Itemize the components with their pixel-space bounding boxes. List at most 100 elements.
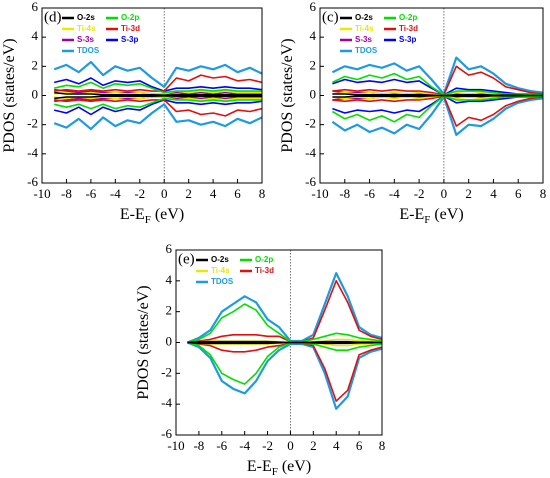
pdos-line — [54, 81, 262, 94]
x-axis-label-sub: F — [145, 214, 151, 226]
y-tick-label: 6 — [166, 241, 173, 256]
legend-label: TDOS — [77, 46, 100, 55]
x-tick-label: -2 — [134, 186, 145, 201]
panel-label: (c) — [322, 9, 339, 25]
x-tick-label: -10 — [311, 186, 328, 201]
pdos-line — [187, 341, 383, 345]
x-tick-label: 8 — [540, 186, 547, 201]
pdos-line — [186, 272, 383, 344]
y-tick-label: 0 — [32, 86, 39, 101]
pdos-line — [332, 72, 544, 96]
x-axis-label-main: E-E — [120, 206, 145, 223]
x-tick-label: -10 — [33, 186, 50, 201]
x-tick-label: 2 — [465, 186, 472, 201]
legend-label: Ti-3d — [121, 24, 140, 33]
legend-label: Ti-3d — [255, 266, 274, 275]
y-axis-label: PDOS (states/eV) — [135, 285, 152, 399]
legend-label: O-2p — [399, 13, 417, 22]
y-tick-label: -4 — [161, 395, 172, 410]
panel-label: (e) — [178, 251, 195, 267]
x-axis-label-main: E-E — [247, 458, 272, 475]
y-tick-label: -4 — [27, 145, 38, 160]
x-tick-label: -4 — [389, 186, 400, 201]
x-axis-label: E-EF (eV) — [399, 206, 463, 226]
legend-label: Ti-3d — [399, 24, 418, 33]
x-tick-label: 6 — [515, 186, 522, 201]
legend-label: S-3s — [77, 35, 94, 44]
x-axis-label: E-EF (eV) — [120, 206, 184, 226]
x-axis-label-main: E-E — [399, 206, 424, 223]
pdos-line — [331, 56, 544, 96]
y-tick-label: 2 — [32, 57, 39, 72]
y-tick-label: -2 — [27, 116, 38, 131]
legend-label: O-2s — [77, 13, 95, 22]
legend-label: O-2p — [255, 255, 273, 264]
legend-label: Ti-4s — [355, 24, 374, 33]
pdos-line — [54, 97, 262, 110]
x-tick-label: 0 — [441, 186, 448, 201]
x-axis-label-sub: F — [272, 466, 278, 478]
x-tick-label: -2 — [262, 438, 273, 453]
pdos-line — [54, 96, 262, 101]
pdos-line — [187, 280, 383, 344]
x-axis-label-unit: (eV) — [155, 206, 184, 223]
x-tick-label: -8 — [61, 186, 72, 201]
y-tick-label: 4 — [32, 28, 39, 43]
x-axis-label: E-EF (eV) — [247, 458, 311, 478]
y-tick-label: -2 — [161, 364, 172, 379]
legend-label: TDOS — [211, 277, 234, 286]
y-axis-label: PDOS (states/eV) — [279, 38, 296, 152]
x-tick-label: -4 — [110, 186, 121, 201]
pdos-line — [54, 99, 263, 116]
x-tick-label: 4 — [333, 438, 340, 453]
pdos-line — [186, 341, 383, 410]
x-tick-label: -6 — [216, 438, 227, 453]
x-tick-label: -6 — [85, 186, 96, 201]
x-tick-label: 8 — [259, 186, 266, 201]
x-tick-label: 2 — [185, 186, 192, 201]
x-tick-label: 4 — [210, 186, 217, 201]
legend-label: S-3p — [121, 35, 138, 44]
y-tick-label: 0 — [310, 86, 317, 101]
legend-label: O-2s — [211, 255, 229, 264]
x-tick-label: -8 — [339, 186, 350, 201]
pdos-line — [332, 95, 544, 127]
y-tick-label: 6 — [32, 0, 39, 14]
x-tick-label: 2 — [310, 438, 317, 453]
pdos-line — [54, 77, 263, 92]
y-axis-label: PDOS (states/eV) — [1, 38, 18, 152]
pdos-line — [187, 303, 383, 344]
legend-label: S-3s — [355, 35, 372, 44]
y-tick-label: 2 — [166, 303, 173, 318]
y-tick-label: -6 — [161, 426, 172, 441]
x-axis-label-unit: (eV) — [434, 206, 463, 223]
x-tick-label: -2 — [414, 186, 425, 201]
legend-label: O-2p — [121, 13, 139, 22]
pdos-line — [53, 103, 263, 131]
pdos-line — [54, 91, 262, 96]
pdos-line — [332, 94, 543, 98]
x-tick-label: 6 — [234, 186, 241, 201]
y-tick-label: 2 — [310, 57, 317, 72]
y-tick-label: 4 — [310, 28, 317, 43]
x-tick-label: -10 — [167, 438, 184, 453]
x-axis-label-sub: F — [424, 214, 430, 226]
panel-label: (d) — [44, 9, 62, 25]
y-tick-label: -2 — [305, 116, 316, 131]
pdos-line — [331, 95, 544, 136]
legend-label: TDOS — [355, 46, 378, 55]
x-tick-label: 8 — [379, 438, 386, 453]
pdos-line — [187, 341, 383, 385]
pdos-line — [331, 95, 544, 123]
x-tick-label: -6 — [364, 186, 375, 201]
x-tick-label: -4 — [239, 438, 250, 453]
pdos-line — [332, 65, 544, 96]
pdos-line — [54, 95, 262, 100]
x-tick-label: 0 — [287, 438, 294, 453]
y-tick-label: 0 — [166, 333, 173, 348]
y-tick-label: 4 — [166, 272, 173, 287]
x-tick-label: 6 — [356, 438, 363, 453]
legend-label: S-3p — [399, 35, 416, 44]
y-tick-label: -6 — [27, 174, 38, 189]
